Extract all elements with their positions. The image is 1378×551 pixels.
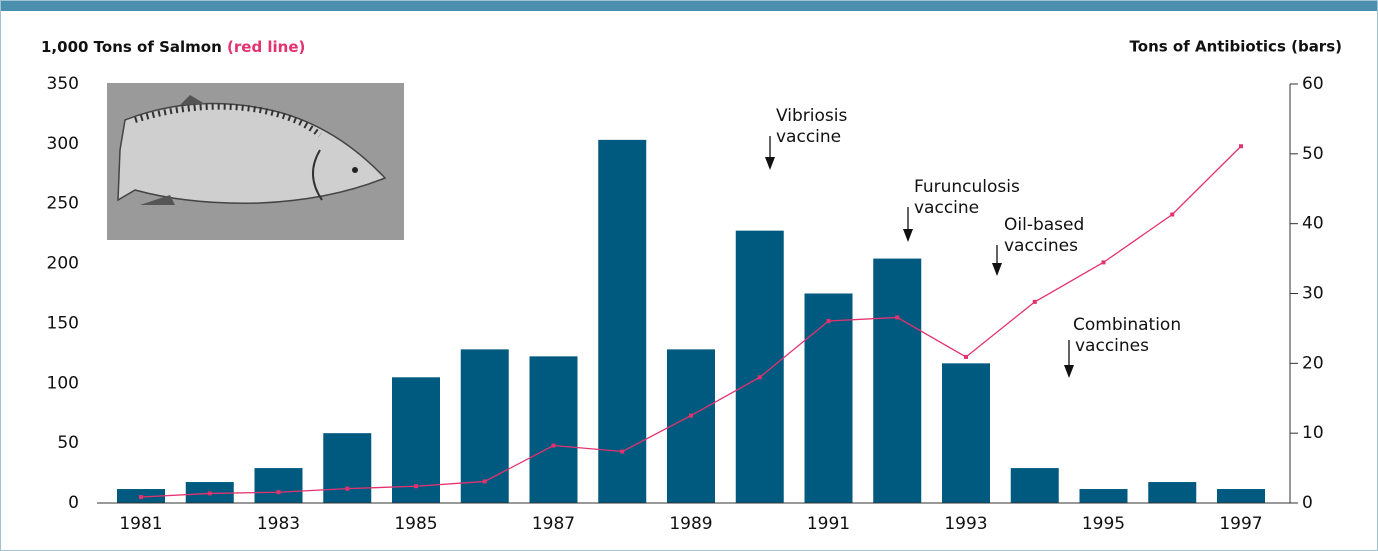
line-marker — [689, 414, 693, 418]
salmon-photo — [107, 83, 404, 240]
bar — [736, 231, 784, 503]
bar — [392, 377, 440, 503]
y-tick-label: 150 — [47, 313, 79, 333]
bar — [873, 259, 921, 503]
y-axis-title-main: 1,000 Tons of Salmon — [41, 38, 222, 56]
y2-tick-label: 40 — [1302, 214, 1324, 234]
line-marker — [1170, 212, 1174, 216]
bar — [598, 140, 646, 503]
annotation-text: vaccine — [776, 127, 841, 147]
chart: 1,000 Tons of Salmon (red line) Tons of … — [0, 0, 1378, 551]
bar — [1080, 489, 1128, 503]
x-tick-label: 1989 — [669, 514, 712, 534]
line-marker — [139, 495, 143, 499]
y2-tick-label: 10 — [1302, 423, 1324, 443]
line-marker — [552, 444, 556, 448]
annotation-text: vaccine — [914, 198, 979, 218]
y2-axis-title: Tons of Antibiotics (bars) — [1130, 38, 1342, 56]
line-marker — [277, 490, 281, 494]
bar — [1148, 482, 1196, 503]
line-marker — [208, 491, 212, 495]
bar — [255, 468, 303, 503]
y2-tick-label: 60 — [1302, 74, 1324, 94]
annotation-text: vaccines — [1075, 336, 1149, 356]
y2-tick-label: 20 — [1302, 353, 1324, 373]
x-tick-label: 1985 — [394, 514, 437, 534]
line-marker — [758, 375, 762, 379]
line-marker — [483, 479, 487, 483]
line-marker — [827, 319, 831, 323]
y-axis-title: 1,000 Tons of Salmon (red line) — [41, 38, 305, 56]
annotation-arrowhead — [1064, 365, 1074, 378]
y2-tick-label: 0 — [1302, 493, 1313, 513]
line-marker — [620, 450, 624, 454]
line-marker — [895, 315, 899, 319]
line-marker — [345, 487, 349, 491]
bar — [1217, 489, 1265, 503]
y-tick-label: 350 — [47, 74, 79, 94]
y-tick-label: 0 — [68, 493, 79, 513]
bar — [1011, 468, 1059, 503]
x-tick-label: 1987 — [532, 514, 575, 534]
y-axis-title-note: (red line) — [227, 38, 305, 56]
line-marker — [964, 355, 968, 359]
x-tick-label: 1997 — [1219, 514, 1262, 534]
y-tick-label: 250 — [47, 194, 79, 214]
y-tick-label: 100 — [47, 373, 79, 393]
annotation-text: Vibriosis — [776, 106, 847, 126]
annotation-text: Furunculosis — [914, 177, 1020, 197]
bar — [667, 349, 715, 503]
bar — [323, 433, 371, 503]
line-marker — [1102, 260, 1106, 264]
y-tick-label: 200 — [47, 254, 79, 274]
y2-tick-label: 50 — [1302, 144, 1324, 164]
line-marker — [1239, 144, 1243, 148]
bar — [530, 356, 578, 503]
annotation-text: vaccines — [1004, 236, 1078, 256]
y-tick-label: 300 — [47, 134, 79, 154]
header-band — [0, 0, 1378, 11]
annotation-text: Combination — [1073, 315, 1181, 335]
line-marker — [1033, 300, 1037, 304]
x-tick-label: 1991 — [807, 514, 850, 534]
annotation-arrowhead — [765, 157, 775, 170]
line-marker — [414, 484, 418, 488]
annotation-text: Oil-based — [1004, 215, 1084, 235]
annotation-arrowhead — [992, 263, 1002, 276]
y2-tick-label: 30 — [1302, 284, 1324, 304]
x-tick-label: 1983 — [257, 514, 300, 534]
x-tick-label: 1981 — [119, 514, 162, 534]
bar — [942, 363, 990, 503]
x-tick-label: 1995 — [1082, 514, 1125, 534]
y-tick-label: 50 — [57, 433, 79, 453]
bar — [805, 294, 853, 504]
annotation-arrowhead — [903, 229, 913, 242]
x-tick-label: 1993 — [944, 514, 987, 534]
